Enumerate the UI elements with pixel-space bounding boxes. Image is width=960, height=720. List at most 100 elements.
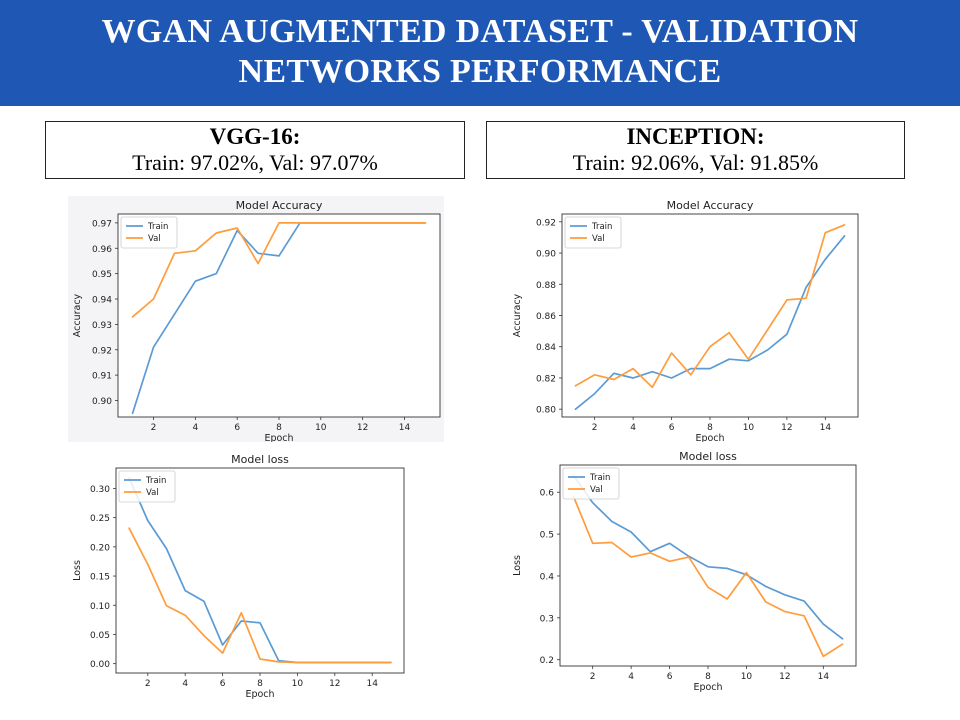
y-tick-label: 0.00 xyxy=(90,660,110,670)
series-line-train xyxy=(128,477,392,664)
y-tick-label: 0.82 xyxy=(536,374,556,384)
legend-box xyxy=(120,216,178,249)
y-tick-label: 0.80 xyxy=(536,406,556,416)
legend-label-val: Val xyxy=(148,234,161,244)
x-tick-label: 4 xyxy=(628,672,634,682)
series-line-val xyxy=(131,222,427,318)
title-banner: WGAN AUGMENTED DATASET - VALIDATION NETW… xyxy=(0,0,960,106)
chart-title: Model Accuracy xyxy=(667,199,754,212)
y-tick-label: 0.84 xyxy=(536,343,556,353)
y-tick-label: 0.30 xyxy=(90,485,110,495)
x-tick-label: 6 xyxy=(667,672,673,682)
series-line-train xyxy=(572,474,844,640)
vgg16-model-name: VGG-16: xyxy=(209,124,301,149)
legend-label-train: Train xyxy=(147,222,168,232)
legend-label-train: Train xyxy=(589,473,610,483)
chart-title: Model loss xyxy=(231,453,289,466)
x-tick-label: 8 xyxy=(276,423,282,433)
legend-label-val: Val xyxy=(590,485,603,495)
y-tick-label: 0.86 xyxy=(536,312,556,322)
plot-frame xyxy=(115,467,405,674)
y-axis-label: Loss xyxy=(512,555,523,576)
vgg16-stats: Train: 97.02%, Val: 97.07% xyxy=(132,150,378,175)
x-tick-label: 6 xyxy=(234,423,240,433)
y-tick-label: 0.91 xyxy=(92,372,112,382)
legend-box xyxy=(564,216,622,249)
x-tick-label: 2 xyxy=(151,423,157,433)
y-axis-label: Accuracy xyxy=(512,293,523,337)
x-tick-label: 4 xyxy=(192,423,198,433)
vgg16-loss-chart: Model loss 0.00 0.05 0.10 0.15 0.20 0.25 0.30 2 4… xyxy=(68,450,418,702)
series-line-train xyxy=(574,235,846,411)
series-line-val xyxy=(128,527,392,664)
x-tick-label: 4 xyxy=(630,423,636,433)
y-tick-label: 0.97 xyxy=(92,219,112,229)
series-line-val xyxy=(574,224,846,389)
y-tick-label: 0.92 xyxy=(92,346,112,356)
y-tick-label: 0.90 xyxy=(92,397,112,407)
y-tick-label: 0.93 xyxy=(92,321,112,331)
title-line-1: WGAN AUGMENTED DATASET - VALIDATION xyxy=(101,13,859,50)
chart-title: Model loss xyxy=(679,450,737,463)
y-axis-label: Accuracy xyxy=(72,293,83,337)
plot-frame xyxy=(117,213,441,418)
x-tick-label: 10 xyxy=(741,672,753,682)
y-tick-label: 0.92 xyxy=(536,218,556,228)
plot-frame xyxy=(559,464,857,667)
y-axis-label: Loss xyxy=(72,560,83,581)
x-tick-label: 10 xyxy=(292,679,304,689)
y-tick-label: 0.96 xyxy=(92,245,112,255)
x-tick-label: 14 xyxy=(818,672,830,682)
y-tick-label: 0.6 xyxy=(540,489,555,499)
x-tick-label: 14 xyxy=(399,423,411,433)
y-tick-label: 0.94 xyxy=(92,296,112,306)
x-tick-label: 8 xyxy=(705,672,711,682)
x-axis-label: Epoch xyxy=(693,682,722,693)
x-tick-label: 8 xyxy=(707,423,713,433)
vgg16-accuracy-chart: Model Accuracy 0.90 0.91 0.92 0.93 0.94 0.95 0.… xyxy=(68,196,444,442)
chart-title: Model Accuracy xyxy=(236,199,323,212)
y-tick-label: 0.15 xyxy=(90,573,110,583)
title-line-2: NETWORKS PERFORMANCE xyxy=(238,53,722,90)
inception-loss-chart: Model loss 0.2 0.3 0.4 0.5 0.6 2 4 6 8 10 12 14 Epoch… xyxy=(508,450,864,694)
y-tick-label: 0.5 xyxy=(540,531,554,541)
legend-box xyxy=(562,467,620,500)
legend-label-val: Val xyxy=(592,234,605,244)
y-tick-label: 0.88 xyxy=(536,281,556,291)
x-tick-label: 14 xyxy=(820,423,832,433)
plot-frame xyxy=(561,213,859,418)
x-tick-label: 12 xyxy=(357,423,368,433)
x-axis-label: Epoch xyxy=(264,433,293,442)
x-tick-label: 12 xyxy=(781,423,792,433)
inception-accuracy-chart: Model Accuracy 0.80 0.82 0.84 0.86 0.88 0.90 0.… xyxy=(508,196,864,442)
vgg16-summary-box: VGG-16: Train: 97.02%, Val: 97.07% xyxy=(45,121,465,179)
x-tick-label: 8 xyxy=(257,679,263,689)
x-tick-label: 10 xyxy=(743,423,755,433)
inception-summary-box: INCEPTION: Train: 92.06%, Val: 91.85% xyxy=(486,121,905,179)
y-tick-label: 0.05 xyxy=(90,631,110,641)
x-tick-label: 6 xyxy=(220,679,226,689)
legend-label-val: Val xyxy=(146,488,159,498)
x-tick-label: 12 xyxy=(329,679,340,689)
y-tick-label: 0.25 xyxy=(90,514,110,524)
x-tick-label: 2 xyxy=(145,679,151,689)
y-tick-label: 0.20 xyxy=(90,543,110,553)
legend-box xyxy=(118,470,176,503)
series-line-val xyxy=(572,495,844,658)
x-tick-label: 2 xyxy=(592,423,598,433)
y-tick-label: 0.3 xyxy=(540,614,554,624)
x-tick-label: 14 xyxy=(366,679,378,689)
x-tick-label: 4 xyxy=(182,679,188,689)
legend-label-train: Train xyxy=(145,476,166,486)
inception-stats: Train: 92.06%, Val: 91.85% xyxy=(572,150,819,175)
y-tick-label: 0.90 xyxy=(536,250,556,260)
y-tick-label: 0.10 xyxy=(90,602,110,612)
x-tick-label: 12 xyxy=(779,672,790,682)
x-tick-label: 2 xyxy=(590,672,596,682)
x-tick-label: 6 xyxy=(669,423,675,433)
x-tick-label: 10 xyxy=(315,423,327,433)
y-tick-label: 0.95 xyxy=(92,270,112,280)
y-tick-label: 0.4 xyxy=(540,572,555,582)
legend-label-train: Train xyxy=(591,222,612,232)
x-axis-label: Epoch xyxy=(695,433,724,442)
